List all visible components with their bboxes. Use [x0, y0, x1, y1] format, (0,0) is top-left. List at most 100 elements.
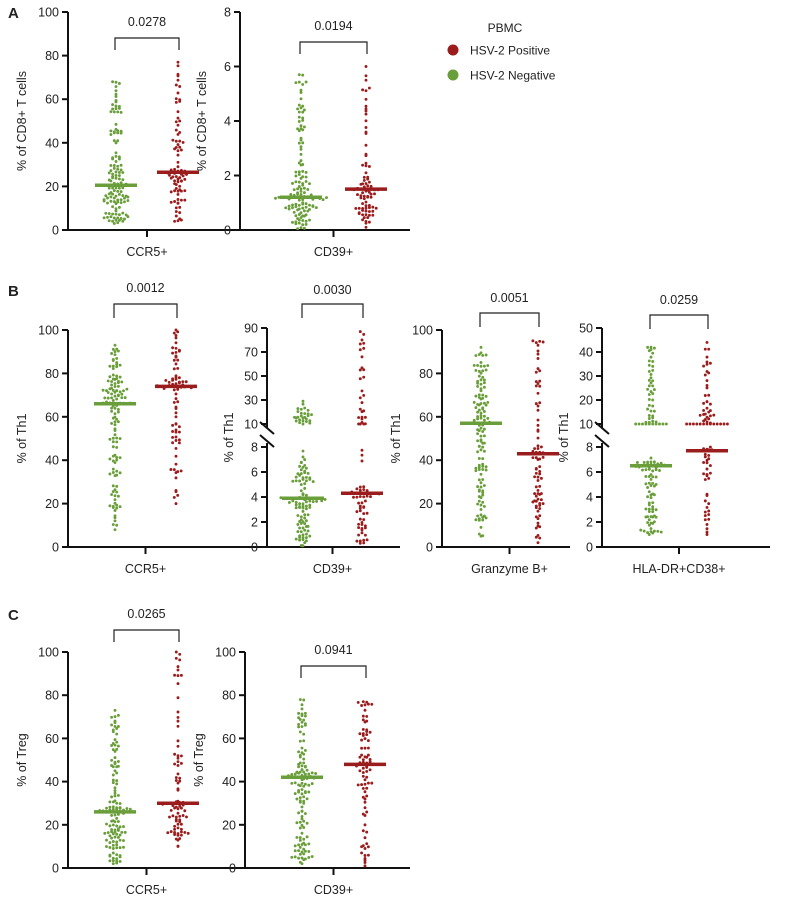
data-point-hsv2-negative [481, 518, 485, 522]
data-point-hsv2-positive [539, 445, 543, 449]
data-point-hsv2-positive [702, 419, 706, 423]
data-point-hsv2-negative [303, 782, 307, 786]
data-point-hsv2-positive [367, 190, 371, 194]
y-tick-label: 20 [45, 180, 59, 194]
data-point-hsv2-negative [307, 772, 311, 776]
data-point-hsv2-negative [482, 484, 486, 488]
data-point-hsv2-positive [173, 219, 177, 223]
data-point-hsv2-negative [118, 855, 122, 859]
y-tick-label: 60 [419, 410, 433, 424]
data-point-hsv2-positive [171, 435, 175, 439]
data-point-hsv2-negative [113, 509, 117, 512]
data-point-hsv2-negative [310, 771, 314, 775]
data-point-hsv2-negative [303, 513, 307, 517]
data-point-hsv2-negative [111, 192, 115, 196]
data-point-hsv2-negative [294, 416, 298, 420]
data-point-hsv2-negative [111, 843, 115, 847]
data-point-hsv2-negative [116, 713, 120, 717]
data-point-hsv2-negative [118, 806, 122, 810]
data-point-hsv2-positive [176, 400, 180, 404]
data-point-hsv2-positive [168, 173, 171, 177]
data-point-hsv2-positive [367, 206, 371, 210]
data-point-hsv2-positive [538, 384, 542, 388]
data-point-hsv2-negative [297, 750, 301, 754]
data-point-hsv2-negative [652, 388, 656, 392]
data-point-hsv2-negative [649, 496, 653, 500]
data-point-hsv2-positive [366, 184, 370, 188]
data-point-hsv2-negative [104, 194, 108, 198]
data-point-hsv2-positive [169, 176, 173, 180]
data-point-hsv2-negative [298, 739, 302, 743]
data-point-hsv2-negative [297, 198, 301, 202]
data-point-hsv2-negative [117, 205, 121, 209]
data-point-hsv2-positive [369, 495, 372, 499]
data-point-hsv2-positive [703, 518, 707, 522]
data-point-hsv2-positive [178, 820, 182, 824]
data-point-hsv2-negative [301, 104, 305, 108]
y-tick-label: 60 [222, 732, 236, 746]
data-point-hsv2-negative [299, 124, 303, 128]
data-point-hsv2-negative [302, 209, 306, 213]
data-point-hsv2-positive [357, 416, 361, 419]
data-point-hsv2-positive [179, 218, 183, 222]
data-point-hsv2-positive [357, 533, 361, 537]
data-point-hsv2-negative [293, 781, 297, 785]
data-point-hsv2-negative [296, 514, 300, 517]
data-point-hsv2-negative [298, 845, 302, 849]
data-point-hsv2-negative [122, 825, 125, 829]
data-point-hsv2-positive [702, 472, 706, 476]
data-point-hsv2-negative [301, 399, 305, 403]
data-point-hsv2-positive [176, 760, 180, 764]
data-point-hsv2-positive [360, 851, 364, 855]
data-point-hsv2-positive [691, 422, 695, 426]
data-point-hsv2-negative [300, 714, 304, 718]
data-point-hsv2-negative [113, 835, 117, 839]
data-point-hsv2-negative [115, 832, 119, 836]
data-point-hsv2-negative [299, 176, 303, 180]
data-point-hsv2-negative [115, 816, 119, 820]
data-point-hsv2-negative [111, 454, 115, 458]
y-tick-label: 80 [45, 367, 59, 381]
data-point-hsv2-negative [296, 407, 300, 411]
data-point-hsv2-positive [171, 814, 175, 818]
data-point-hsv2-positive [183, 830, 187, 834]
data-point-hsv2-negative [296, 530, 300, 534]
data-point-hsv2-positive [174, 819, 178, 823]
data-point-hsv2-negative [104, 211, 108, 215]
data-point-hsv2-positive [364, 221, 368, 225]
data-point-hsv2-negative [302, 837, 306, 841]
data-point-hsv2-negative [477, 393, 481, 397]
data-point-hsv2-negative [113, 343, 117, 347]
data-point-hsv2-positive [361, 88, 365, 92]
y-tick-label: 6 [586, 466, 593, 480]
data-point-hsv2-positive [362, 197, 366, 201]
data-point-hsv2-negative [297, 790, 301, 794]
data-point-hsv2-negative [109, 215, 113, 219]
data-point-hsv2-positive [174, 362, 178, 366]
data-point-hsv2-negative [303, 516, 307, 520]
data-point-hsv2-negative [298, 464, 302, 468]
data-point-hsv2-negative [301, 416, 305, 420]
y-tick-label: 80 [45, 49, 59, 63]
data-point-hsv2-negative [111, 445, 115, 449]
legend-marker [447, 44, 459, 56]
data-point-hsv2-negative [120, 396, 124, 400]
data-point-hsv2-negative [110, 392, 114, 396]
data-point-hsv2-negative [300, 707, 304, 711]
data-point-hsv2-positive [703, 514, 707, 518]
data-point-hsv2-negative [484, 403, 488, 407]
data-point-hsv2-positive [174, 490, 178, 494]
data-point-hsv2-negative [115, 861, 119, 865]
data-point-hsv2-positive [173, 179, 177, 183]
data-point-hsv2-positive [178, 85, 182, 88]
data-point-hsv2-positive [172, 331, 176, 335]
data-point-hsv2-positive [358, 755, 362, 759]
data-point-hsv2-negative [114, 154, 118, 158]
data-point-hsv2-positive [174, 183, 178, 186]
data-point-hsv2-negative [305, 835, 309, 839]
data-point-hsv2-negative [306, 209, 310, 213]
data-point-hsv2-positive [173, 147, 177, 151]
data-point-hsv2-negative [481, 478, 485, 481]
data-point-hsv2-negative [294, 500, 298, 504]
data-point-hsv2-negative [114, 92, 118, 96]
